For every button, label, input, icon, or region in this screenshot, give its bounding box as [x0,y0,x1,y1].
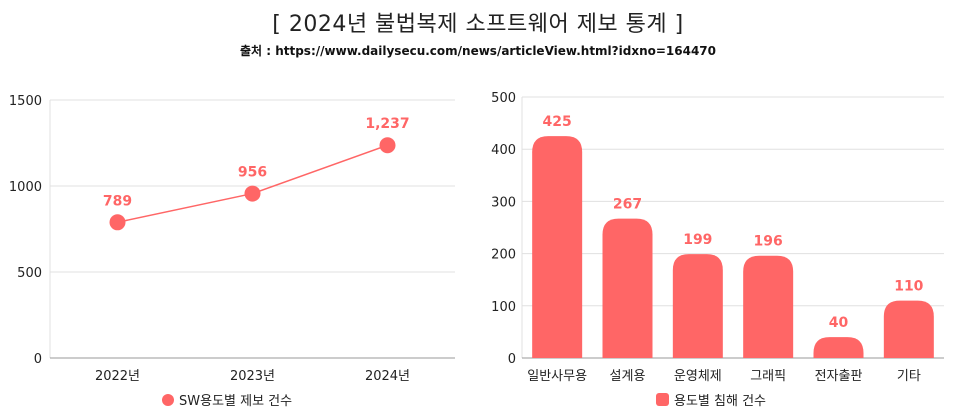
bar-legend-label: 용도별 침해 건수 [674,394,766,409]
line-point [244,185,261,202]
bar-chart-y-tick-label: 0 [508,352,516,367]
bar-chart-x-tick-label: 그래픽 [750,369,786,384]
line-data-label: 1,237 [365,116,409,132]
line-chart-y-tick-label: 0 [34,352,42,367]
line-chart-y-tick-label: 1000 [9,180,42,195]
bar-chart-x-tick-label: 기타 [897,369,921,384]
bar-chart-x-tick-label: 설계용 [610,369,646,384]
line-series-path [117,144,388,224]
line-data-label: 789 [103,193,132,209]
bar [602,218,653,358]
line-chart-y-tick-label: 500 [17,266,42,281]
bar-data-label: 110 [894,279,923,295]
bar-data-label: 40 [829,315,849,331]
line-legend-label: SW용도별 제보 건수 [179,394,292,409]
bar [883,300,934,358]
line-chart-y-tick-label: 1500 [9,94,42,109]
line-point [379,137,396,154]
bar-data-label: 267 [613,197,642,213]
bar [813,337,864,358]
bar-chart-y-tick-label: 100 [491,300,516,315]
bar [672,254,723,358]
bar-data-label: 425 [543,114,572,130]
chart-source: 출처 : https://www.dailysecu.com/news/arti… [239,44,717,58]
chart-title: [ 2024년 불법복제 소프트웨어 제보 통계 ] [272,12,684,37]
bar-chart-x-tick-label: 일반사무용 [527,369,587,384]
bar-chart-y-tick-label: 400 [491,143,516,158]
bar-chart-x-tick-label: 전자출판 [815,369,863,384]
bar [743,255,794,358]
line-point [109,214,126,231]
line-chart-x-tick-label: 2024년 [365,369,410,384]
bar-chart-y-tick-label: 300 [491,195,516,210]
bar-data-label: 196 [754,234,783,250]
bar-chart-x-tick-label: 운영체제 [674,369,722,384]
line-chart-x-tick-label: 2022년 [95,369,140,384]
line-legend-marker [162,394,174,406]
line-chart-x-tick-label: 2023년 [230,369,275,384]
bar-legend-marker [656,393,669,406]
bar [532,136,583,358]
line-data-label: 956 [238,165,267,181]
bar-data-label: 199 [683,232,712,248]
bar-chart-y-tick-label: 500 [491,91,516,106]
bar-chart-y-tick-label: 200 [491,248,516,263]
